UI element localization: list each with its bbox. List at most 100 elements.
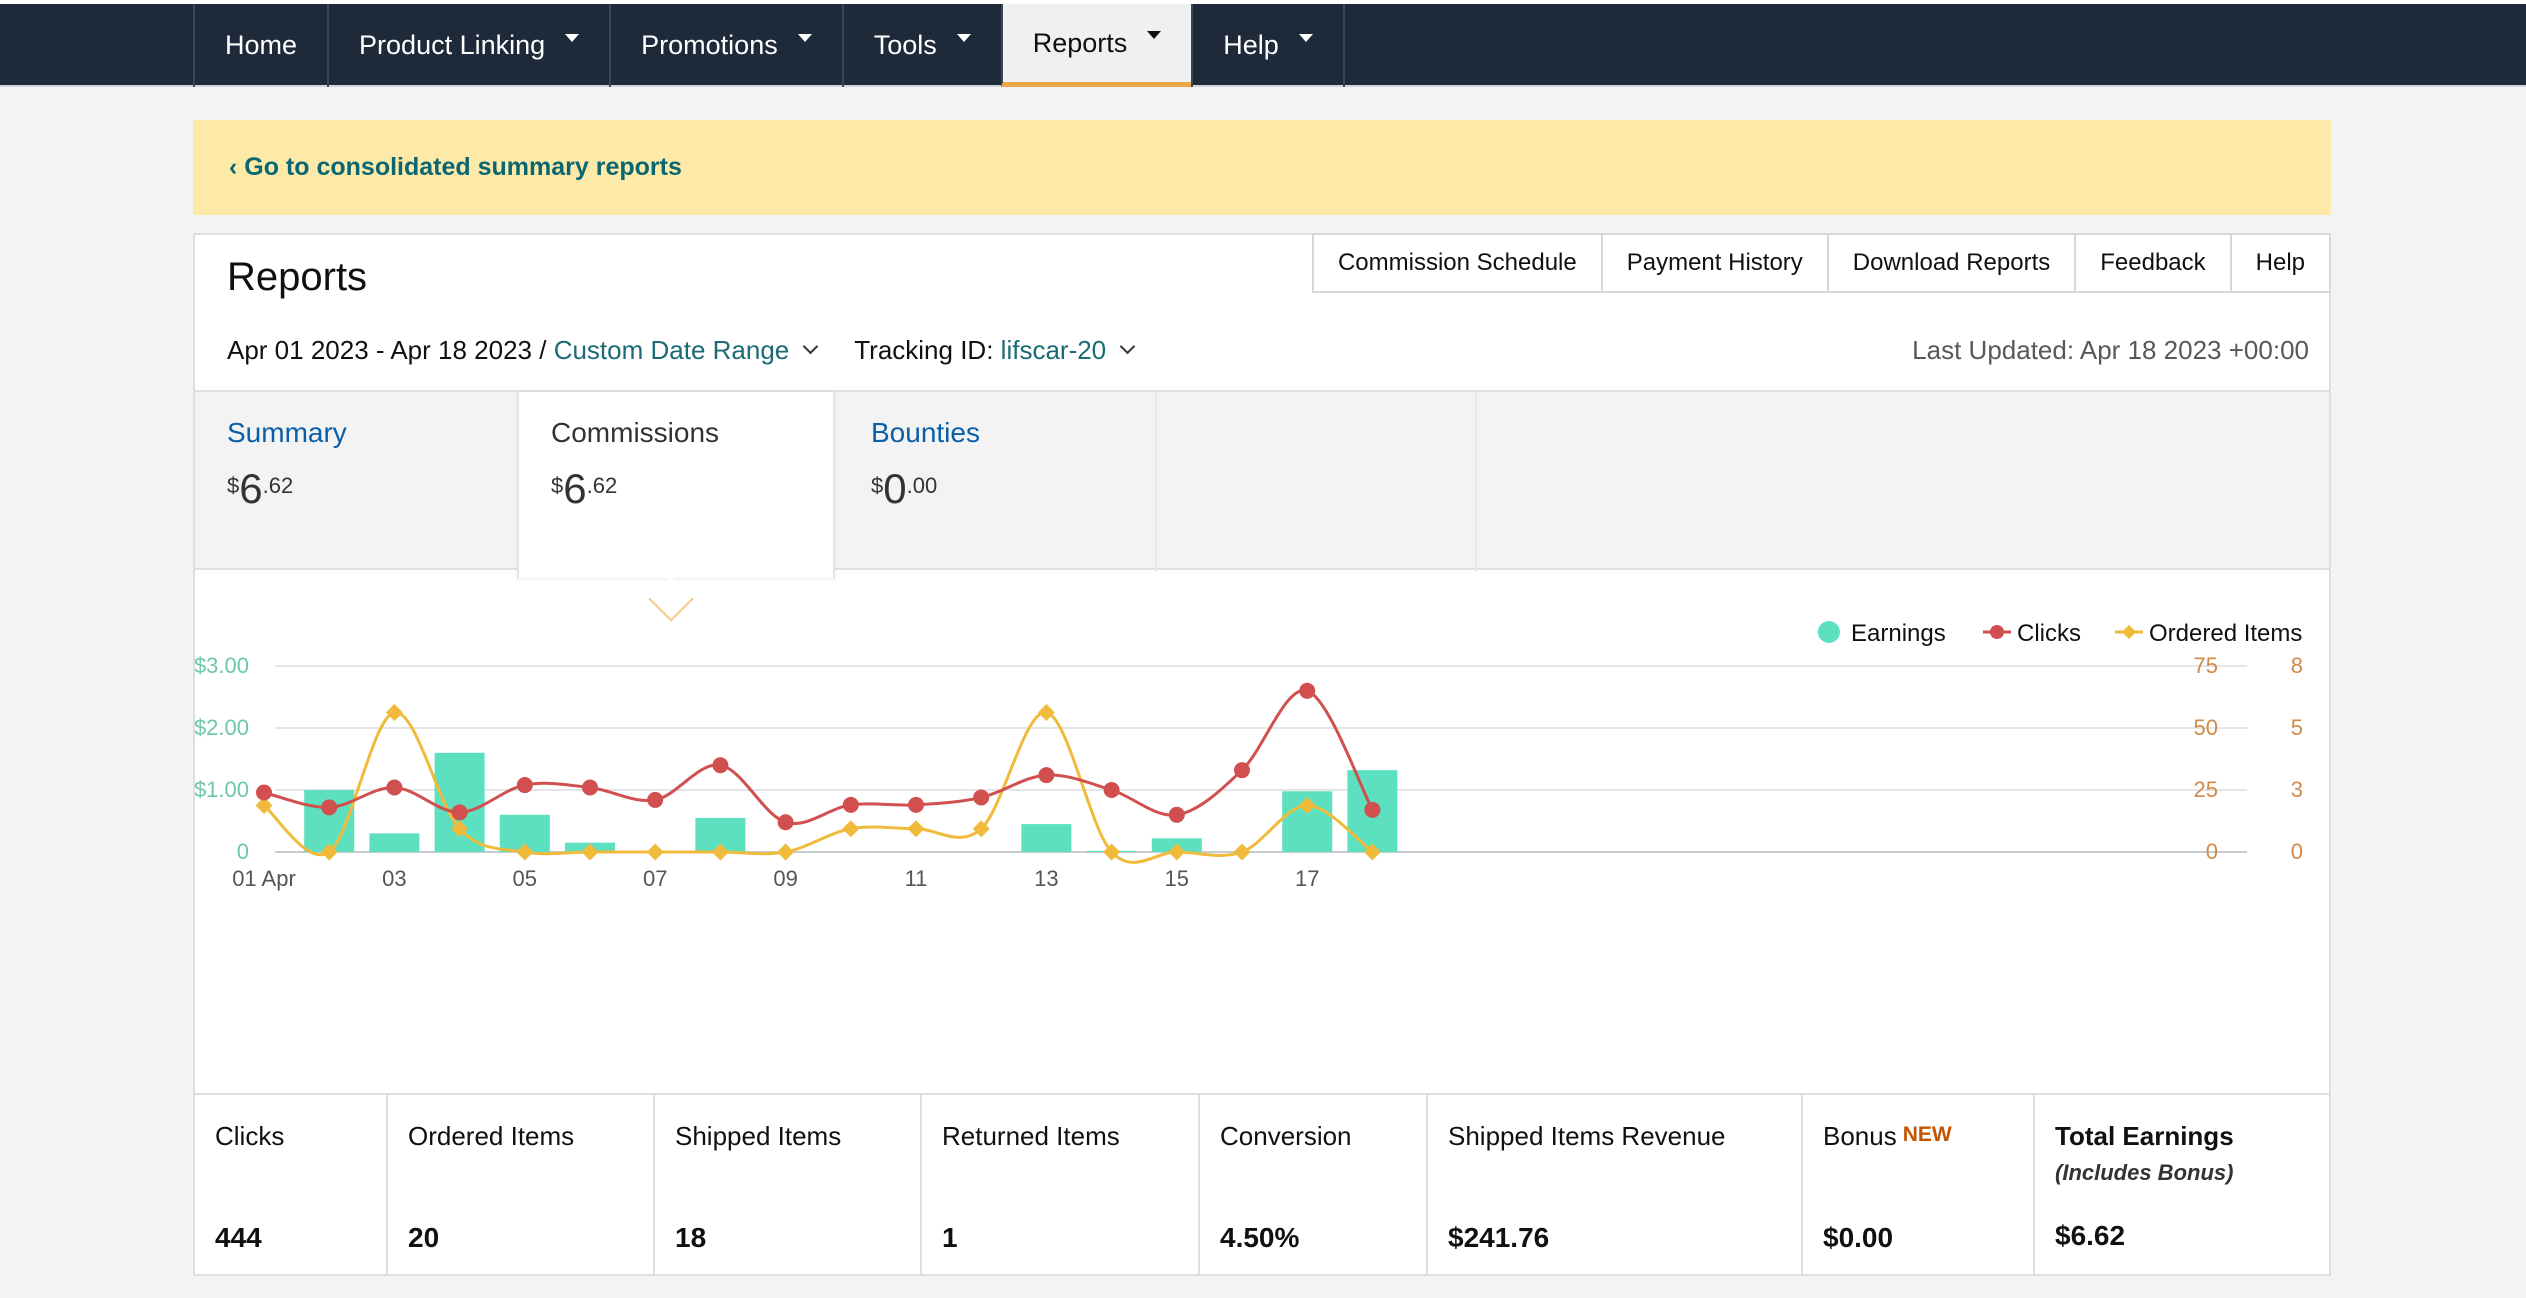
ordered-items-point <box>385 704 403 721</box>
stat-value: $0.00 <box>1823 1222 1894 1253</box>
currency-symbol: $ <box>871 473 884 498</box>
tab-bounties-value: $0.00 <box>871 465 1125 513</box>
caret-down-icon <box>797 33 812 42</box>
page-title: Reports <box>227 255 368 299</box>
ordered-items-point <box>972 820 990 838</box>
clicks-axis-tick-label: 0 <box>2206 839 2218 864</box>
nav-promotions-label: Promotions <box>641 30 778 60</box>
ordered-items-point <box>777 843 795 861</box>
tab-divider <box>1155 392 1157 572</box>
y-axis-tick-label: $1.00 <box>195 777 249 802</box>
clicks-point <box>842 796 859 813</box>
x-axis-tick-label: 05 <box>513 866 537 891</box>
x-axis-tick-label: 01 Apr <box>232 866 296 891</box>
earnings-bar <box>1021 824 1072 852</box>
ordered-items-point <box>516 843 534 861</box>
ordered-items-line <box>263 711 1374 864</box>
nav-tools[interactable]: Tools <box>841 4 1001 87</box>
top-navigation-bar: Home Product Linking Promotions Tools Re… <box>0 0 2526 87</box>
stat-value: 1 <box>942 1222 958 1253</box>
nav-tools-label: Tools <box>873 30 937 60</box>
ordered-items-axis-tick-label: 5 <box>2291 715 2303 740</box>
y-axis-tick-label: $3.00 <box>195 653 249 678</box>
nav-help[interactable]: Help <box>1191 4 1345 87</box>
stat-label: Ordered Items <box>408 1121 575 1151</box>
clicks-point <box>582 779 598 796</box>
ordered-items-point <box>1298 797 1316 814</box>
clicks-point <box>516 777 533 794</box>
clicks-point <box>1234 762 1250 779</box>
tracking-id-selector[interactable]: lifscar-20 <box>1000 335 1107 365</box>
tab-commissions[interactable]: Commissions $6.62 <box>517 392 835 578</box>
nav-promotions[interactable]: Promotions <box>609 4 842 87</box>
clicks-point <box>451 804 468 821</box>
amount-cents: .62 <box>262 473 294 498</box>
stat-value: $6.62 <box>2055 1220 2126 1251</box>
clicks-point <box>321 799 338 816</box>
legend-ordered-items-icon <box>2121 624 2137 640</box>
feedback-link[interactable]: Feedback <box>2074 233 2232 293</box>
ordered-items-axis-tick-label: 0 <box>2291 839 2303 864</box>
clicks-point <box>386 779 403 796</box>
nav-product-linking[interactable]: Product Linking <box>327 4 609 87</box>
date-range-text: Apr 01 2023 - Apr 18 2023 / <box>227 335 547 365</box>
caret-down-icon <box>956 33 971 42</box>
y-axis-tick-label: 0 <box>237 839 249 864</box>
help-link[interactable]: Help <box>2229 233 2331 293</box>
ordered-items-point <box>1168 843 1186 861</box>
y-axis-tick-label: $2.00 <box>195 715 249 740</box>
clicks-point <box>1103 782 1120 798</box>
consolidated-reports-banner: ‹ Go to consolidated summary reports <box>193 120 2331 215</box>
date-range-selector[interactable]: Custom Date Range <box>553 335 790 365</box>
ordered-items-point <box>646 843 664 861</box>
x-axis-tick-label: 15 <box>1165 866 1189 891</box>
ordered-items-point <box>1363 843 1381 861</box>
x-axis-tick-label: 07 <box>643 866 667 891</box>
legend-clicks-label: Clicks <box>2017 620 2081 647</box>
clicks-point <box>712 757 729 774</box>
stat-returned-items: Returned Items 1 <box>922 1095 1200 1276</box>
amount-cents: .00 <box>906 473 938 498</box>
reports-panel: Reports Commission Schedule Payment Hist… <box>193 233 2331 1276</box>
payment-history-link[interactable]: Payment History <box>1600 233 1829 293</box>
stat-label: Conversion <box>1220 1121 1352 1151</box>
tab-bounties[interactable]: Bounties $0.00 <box>839 392 1157 572</box>
ordered-items-point <box>581 843 599 861</box>
clicks-point <box>647 791 664 808</box>
amount-whole: 6 <box>239 465 263 512</box>
ordered-items-point <box>842 820 860 838</box>
nav-home[interactable]: Home <box>193 4 327 87</box>
stat-label: Bonus NEW <box>1823 1121 2013 1152</box>
ordered-items-point <box>451 820 469 838</box>
clicks-point <box>256 784 272 801</box>
clicks-axis-tick-label: 25 <box>2194 777 2218 802</box>
legend-earnings-icon <box>1818 621 1840 643</box>
caret-down-icon <box>1298 33 1313 42</box>
report-filters: Apr 01 2023 - Apr 18 2023 / Custom Date … <box>227 335 1136 366</box>
clicks-point <box>1038 767 1055 784</box>
nav-reports[interactable]: Reports <box>1000 4 1192 87</box>
clicks-point <box>1299 682 1316 699</box>
stats-summary-row: Clicks 444 Ordered Items 20 Shipped Item… <box>195 1093 2329 1276</box>
chevron-down-icon[interactable] <box>802 338 819 355</box>
stat-value: 444 <box>215 1222 262 1253</box>
nav-help-label: Help <box>1223 30 1279 60</box>
tab-summary[interactable]: Summary $6.62 <box>195 392 513 572</box>
chevron-down-icon[interactable] <box>1119 338 1136 355</box>
stat-label: Clicks <box>215 1121 285 1151</box>
tab-commissions-label: Commissions <box>551 417 720 448</box>
clicks-axis-tick-label: 75 <box>2194 653 2218 678</box>
download-reports-link[interactable]: Download Reports <box>1826 233 2077 293</box>
stat-label: Total Earnings (Includes Bonus) <box>2055 1121 2309 1186</box>
new-badge: NEW <box>1902 1123 1952 1146</box>
commission-schedule-link[interactable]: Commission Schedule <box>1311 233 1603 293</box>
report-links: Commission Schedule Payment History Down… <box>1311 233 2331 293</box>
clicks-point <box>777 814 794 831</box>
amount-cents: .62 <box>586 473 618 498</box>
stat-label: Returned Items <box>942 1121 1120 1151</box>
earnings-bar <box>369 833 420 852</box>
consolidated-summary-link[interactable]: ‹ Go to consolidated summary reports <box>229 153 682 181</box>
x-axis-tick-label: 09 <box>773 866 797 891</box>
stat-label: Shipped Items Revenue <box>1448 1121 1726 1151</box>
ordered-items-axis-tick-label: 8 <box>2291 653 2303 678</box>
